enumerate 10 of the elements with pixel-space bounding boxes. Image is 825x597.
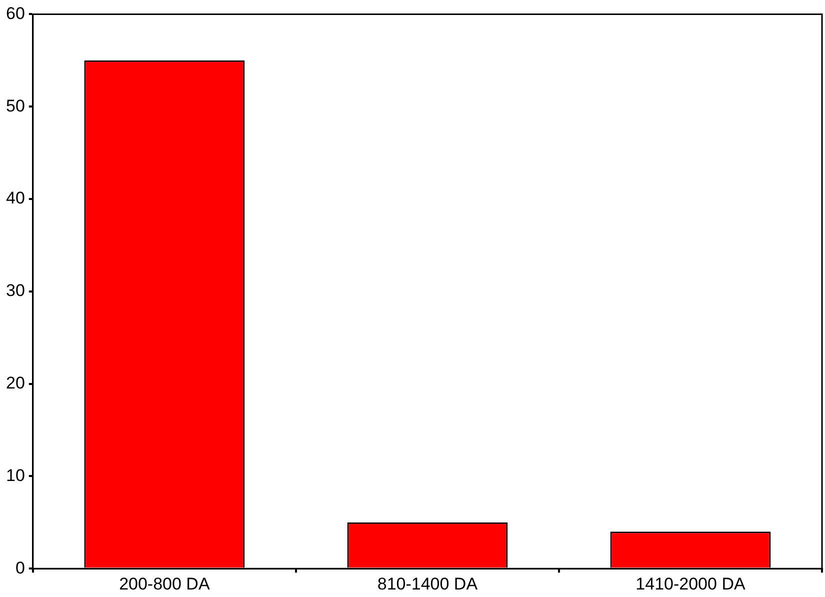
y-tick-label: 30 xyxy=(6,281,25,300)
x-tick-label: 1410-2000 DA xyxy=(636,574,746,594)
y-tick-label: 20 xyxy=(6,373,25,392)
y-tick-label: 60 xyxy=(6,4,25,23)
y-tick-label: 50 xyxy=(6,96,25,116)
x-tick-label: 810-1400 DA xyxy=(377,574,478,594)
y-tick-label: 40 xyxy=(6,188,25,208)
y-tick-label: 10 xyxy=(6,466,25,485)
x-tick-label: 200-800 DA xyxy=(119,574,210,594)
y-tick-label: 0 xyxy=(15,558,25,578)
